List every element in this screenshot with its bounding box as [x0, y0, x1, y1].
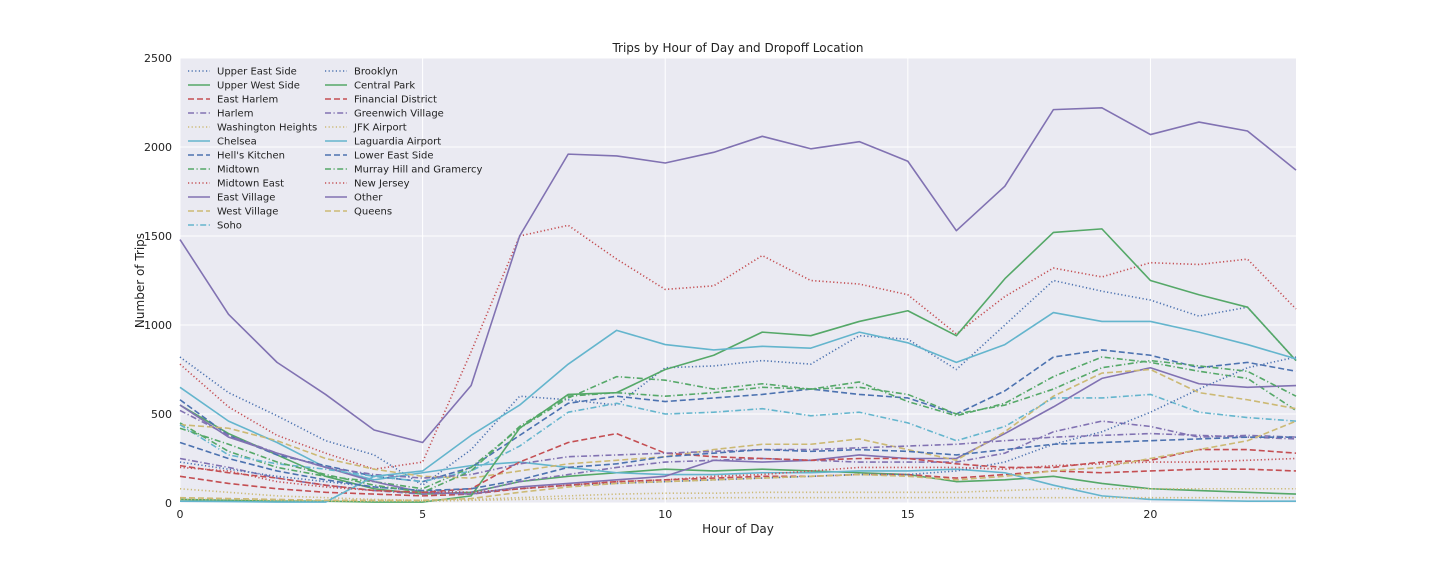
y-tick-label: 500: [151, 408, 172, 421]
series-line-jfk-airport: [180, 496, 1296, 503]
y-axis-label: Number of Trips: [133, 233, 147, 328]
legend-label: Upper West Side: [217, 81, 300, 92]
series-lines: [179, 107, 1297, 503]
x-tick-label: 5: [419, 508, 426, 521]
series-line-west-village: [179, 368, 1297, 479]
legend-label: Midtown East: [217, 179, 284, 190]
legend-label: Hell's Kitchen: [217, 151, 285, 162]
series-line-murray-hill-and-gramercy: [179, 359, 1297, 494]
series-line-queens: [179, 420, 1297, 502]
legend-label: Soho: [217, 221, 242, 232]
legend-label: Lower East Side: [354, 151, 434, 162]
legend-label: Queens: [354, 207, 392, 218]
x-tick-label: 10: [658, 508, 672, 521]
series-line-laguardia-airport: [179, 311, 1297, 503]
legend-label: Chelsea: [217, 137, 257, 148]
series-line-soho: [179, 393, 1297, 483]
legend-label: Other: [354, 193, 383, 204]
series-line-new-jersey: [179, 457, 1297, 494]
y-tick-label: 0: [165, 497, 172, 510]
legend-label: Greenwich Village: [354, 109, 444, 120]
series-line-financial-district: [179, 432, 1297, 494]
legend-label: West Village: [217, 207, 278, 218]
series-line-central-park: [179, 228, 1297, 503]
x-tick-label: 20: [1143, 508, 1157, 521]
series-line-chelsea: [179, 386, 1296, 503]
series-line-lower-east-side: [179, 436, 1296, 492]
y-tick-label: 1000: [144, 319, 172, 332]
legend-label: Midtown: [217, 165, 259, 176]
x-tick-label: 15: [901, 508, 915, 521]
legend-label: Upper East Side: [217, 67, 297, 78]
series-line-east-harlem: [179, 468, 1297, 497]
series-line-other: [179, 107, 1297, 444]
legend-label: Laguardia Airport: [354, 137, 441, 148]
series-line-greenwich-village: [179, 409, 1297, 479]
series-line-washington-heights: [179, 487, 1296, 502]
legend-label: New Jersey: [354, 179, 410, 190]
legend-label: JFK Airport: [353, 123, 407, 134]
legend-label: East Harlem: [217, 95, 278, 106]
tick-labels: 0 5 10 15 20 0 500 1000 1500 2000 2500: [144, 52, 1157, 521]
legend-label: Murray Hill and Gramercy: [354, 165, 483, 176]
y-tick-label: 2000: [144, 141, 172, 154]
y-tick-label: 1500: [144, 230, 172, 243]
x-tick-label: 0: [177, 508, 184, 521]
plot-area: [180, 58, 1296, 503]
gridlines: [179, 57, 1296, 504]
series-line-east-village: [179, 366, 1297, 495]
chart-title: Trips by Hour of Day and Dropoff Locatio…: [611, 41, 863, 55]
legend-label: Financial District: [354, 95, 437, 106]
legend-label: Harlem: [217, 109, 253, 120]
legend-label: Washington Heights: [217, 123, 317, 134]
series-line-midtown-east: [179, 224, 1297, 470]
legend-label: East Village: [217, 193, 275, 204]
legend: Upper East Side Upper West Side East Harle…: [188, 67, 483, 232]
y-tick-label: 2500: [144, 52, 172, 65]
legend-label: Central Park: [354, 81, 415, 92]
legend-label: Brooklyn: [354, 67, 398, 78]
x-axis-label: Hour of Day: [702, 522, 774, 536]
